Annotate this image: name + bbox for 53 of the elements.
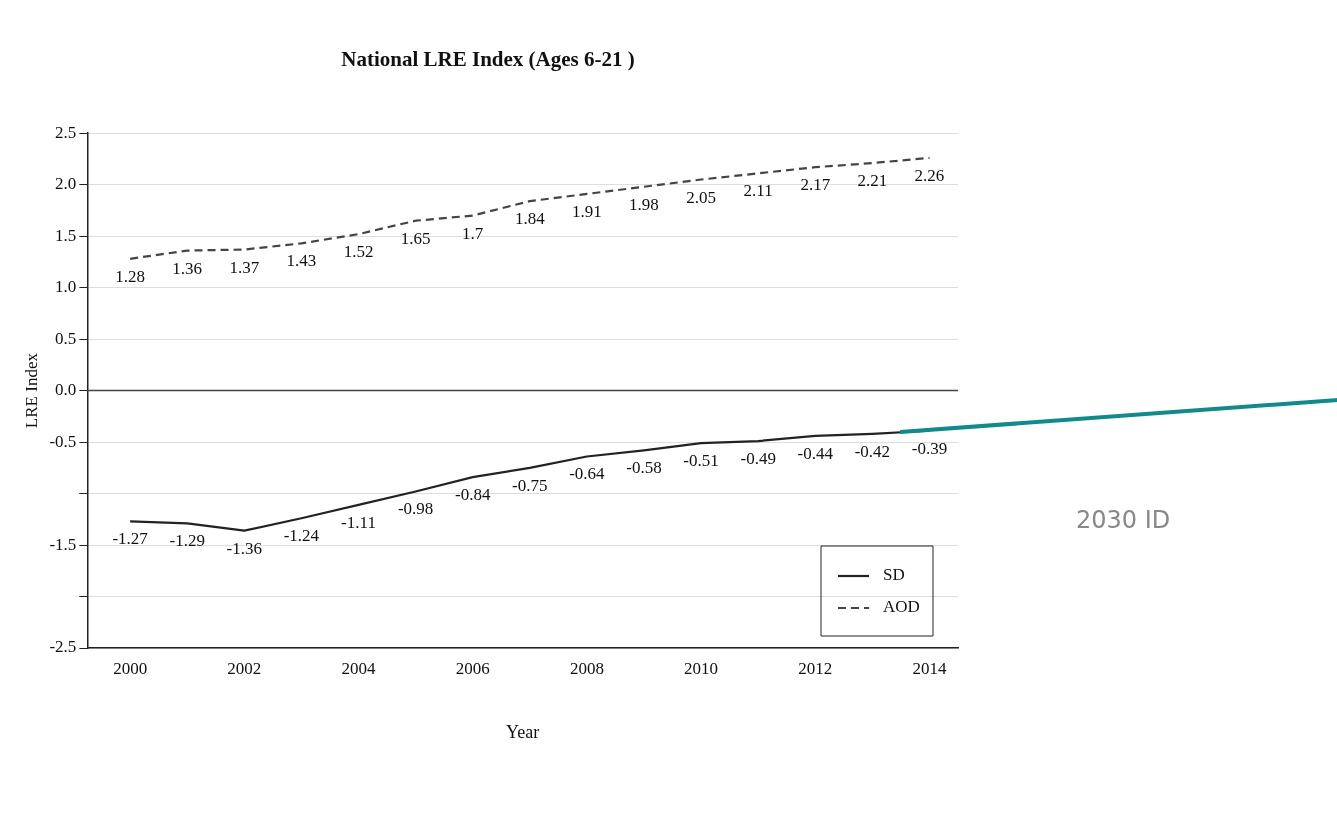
data-label: -0.49 [740, 449, 776, 469]
data-label: 2.05 [686, 187, 716, 207]
y-tick-label: -2.5 [49, 637, 77, 657]
y-axis-title: LRE Index [21, 352, 41, 429]
data-label: 1.28 [115, 266, 146, 286]
y-tick-label: -0.5 [49, 431, 77, 451]
data-label: -1.29 [169, 531, 205, 551]
y-tick-label: 0.5 [55, 328, 77, 348]
data-label: -0.51 [683, 451, 719, 471]
x-tick-label: 2006 [455, 658, 490, 678]
data-label: -1.27 [112, 529, 149, 549]
data-label: 2.17 [800, 175, 831, 195]
data-label: 1.7 [462, 223, 484, 243]
x-tick-label: 2004 [341, 658, 377, 678]
text: 2030 ID [1076, 506, 1171, 534]
x-tick-label: 2002 [227, 658, 262, 678]
data-label: 2.26 [914, 165, 945, 185]
x-tick-label: 2014 [912, 658, 947, 678]
data-label: 1.36 [172, 258, 203, 278]
legend-label: AOD [883, 597, 920, 617]
y-tick-label: 1.0 [55, 277, 77, 297]
data-label: -1.36 [226, 538, 263, 558]
data-label: -0.42 [854, 441, 891, 461]
data-label: -1.11 [341, 512, 376, 532]
chart-title: National LRE Index (Ages 6-21 ) [341, 47, 635, 72]
x-tick-label: 2010 [684, 658, 719, 678]
y-tick-label: -1.5 [49, 534, 77, 554]
data-label: 1.65 [400, 228, 431, 248]
legend-label: SD [883, 565, 905, 585]
data-label: -0.75 [512, 475, 548, 495]
data-label: 1.84 [514, 209, 546, 229]
y-tick-label: 2.0 [55, 174, 77, 194]
data-label: -0.39 [911, 438, 948, 458]
x-axis-title: Year [506, 721, 540, 742]
data-label: 2.21 [857, 171, 888, 191]
x-tick-label: 2012 [798, 658, 833, 678]
data-label: -0.58 [626, 458, 662, 478]
data-label: 1.37 [229, 257, 260, 277]
y-tick-label: 2.5 [55, 122, 77, 142]
data-label: -0.44 [797, 443, 834, 463]
data-label: 1.91 [572, 201, 602, 221]
data-label: 1.43 [286, 251, 317, 271]
y-tick-label: 0.0 [55, 380, 77, 400]
y-tick-label: 1.5 [55, 225, 77, 245]
data-label: -0.84 [454, 485, 491, 505]
data-label: 2.11 [743, 181, 773, 201]
data-label: 1.52 [343, 242, 374, 262]
x-tick-label: 2008 [569, 658, 604, 678]
data-label: -1.24 [283, 526, 320, 546]
data-label: -0.98 [397, 499, 434, 519]
data-label: -0.64 [569, 464, 606, 484]
data-label: 1.98 [629, 194, 659, 214]
x-tick-label: 2000 [113, 658, 148, 678]
